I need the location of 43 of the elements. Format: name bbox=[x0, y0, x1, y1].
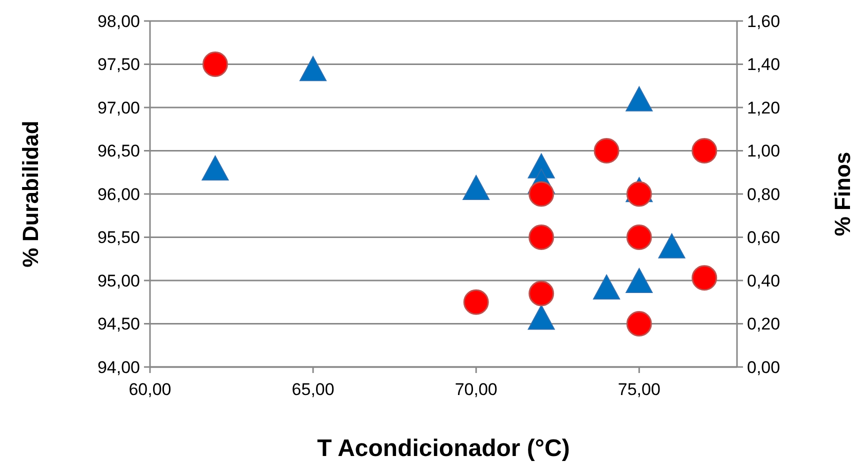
y-tick-label: 97,00 bbox=[97, 98, 140, 118]
y2-tick-label: 1,00 bbox=[747, 142, 780, 161]
y2-tick-label: 1,20 bbox=[747, 98, 780, 118]
x-tick-label: 65,00 bbox=[292, 380, 334, 399]
y-tick-label: 95,50 bbox=[97, 228, 140, 248]
y2-tick-label: 0,40 bbox=[747, 271, 780, 290]
point bbox=[692, 265, 718, 291]
point bbox=[626, 224, 652, 250]
y2-axis-title: % Finos bbox=[830, 152, 855, 236]
y-tick-label: 98,00 bbox=[97, 12, 140, 31]
y2-tick-label: 0,20 bbox=[747, 314, 780, 334]
point bbox=[202, 156, 229, 181]
y-tick-label: 97,50 bbox=[97, 55, 140, 74]
y2-tick-label: 1,40 bbox=[747, 55, 780, 74]
x-tick-label: 75,00 bbox=[618, 380, 660, 399]
y2-tick-label: 0,60 bbox=[747, 228, 780, 248]
point bbox=[528, 224, 554, 250]
x-axis-title: T Acondicionador (°C) bbox=[317, 435, 570, 462]
y-tick-label: 96,00 bbox=[97, 184, 140, 204]
point bbox=[462, 175, 490, 200]
point bbox=[658, 233, 686, 258]
y-tick-label: 95,00 bbox=[97, 271, 140, 290]
point bbox=[463, 289, 489, 315]
point bbox=[626, 268, 653, 293]
y2-tick-label: 0,80 bbox=[747, 184, 780, 204]
point bbox=[594, 138, 620, 164]
point bbox=[202, 52, 228, 77]
y-axis-title: % Durabilidad bbox=[18, 120, 43, 268]
y2-tick-label: 1,60 bbox=[747, 12, 780, 31]
point bbox=[626, 86, 653, 112]
y-tick-label: 94,00 bbox=[97, 358, 140, 377]
point bbox=[528, 280, 554, 306]
point bbox=[300, 56, 327, 82]
point bbox=[528, 181, 554, 207]
x-tick-label: 60,00 bbox=[128, 380, 172, 399]
point bbox=[593, 274, 620, 300]
x-tick-label: 70,00 bbox=[454, 380, 498, 399]
y-tick-label: 96,50 bbox=[97, 142, 140, 161]
point bbox=[528, 304, 555, 330]
y-tick-label: 94,50 bbox=[97, 314, 140, 334]
point bbox=[692, 138, 718, 164]
point bbox=[626, 311, 652, 336]
y2-tick-label: 0,00 bbox=[747, 358, 780, 377]
